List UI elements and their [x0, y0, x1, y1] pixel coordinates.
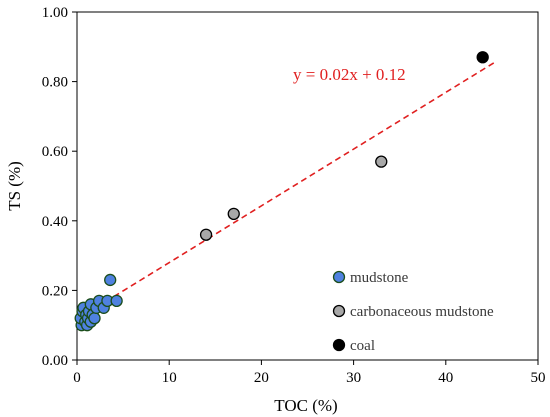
y-tick-label: 0.40 [42, 214, 68, 230]
trendline [113, 60, 497, 298]
x-tick-label: 40 [438, 370, 453, 386]
legend-marker-mudstone [332, 270, 346, 284]
carbonaceous-mudstone-point [375, 155, 388, 168]
x-axis-title: TOC (%) [274, 396, 337, 415]
trendline-equation-label: y = 0.02x + 0.12 [293, 65, 406, 84]
y-tick-label: 1.00 [42, 5, 68, 21]
mudstone-point [88, 312, 101, 325]
carbonaceous-mudstone-point [199, 228, 213, 241]
legend-label-mudstone: mudstone [350, 270, 409, 286]
legend-label-carbonaceous-mudstone: carbonaceous mudstone [350, 304, 494, 320]
legend-marker-carbonaceous-mudstone [332, 304, 346, 318]
x-tick-label: 0 [73, 370, 81, 386]
mudstone-point [110, 294, 123, 307]
x-tick-label: 30 [346, 370, 361, 386]
y-tick-label: 0.20 [42, 283, 68, 299]
x-tick-label: 10 [162, 370, 177, 386]
x-tick-label: 50 [531, 370, 546, 386]
plot-frame [76, 11, 539, 361]
y-tick-label: 0.80 [42, 75, 68, 91]
legend-label-coal: coal [350, 338, 375, 354]
y-axis-title: TS (%) [5, 161, 24, 211]
legend-marker-coal [332, 338, 346, 352]
coal-point [476, 51, 489, 64]
plot-area: 0.00 0.20 0.40 0.60 0.80 1.00 0 10 20 30 40 50 mudst… [42, 5, 546, 386]
x-tick-label: 20 [254, 370, 269, 386]
y-tick-label: 0.60 [42, 144, 68, 160]
carbonaceous-mudstone-point [227, 207, 240, 220]
y-tick-label: 0.00 [42, 353, 68, 369]
mudstone-point [104, 273, 117, 287]
